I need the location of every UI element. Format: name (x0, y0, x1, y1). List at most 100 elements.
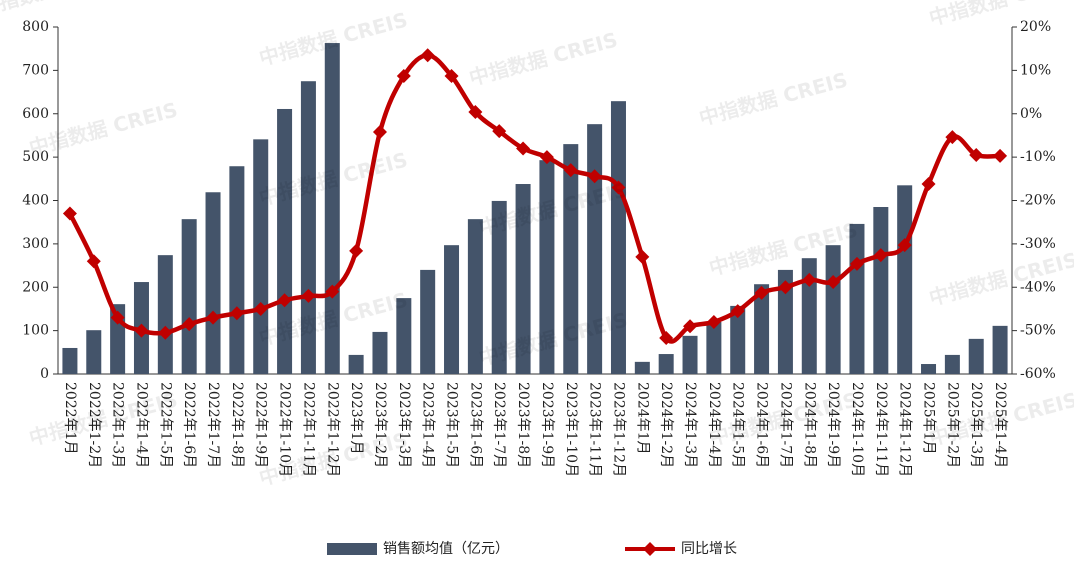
x-tick-label: 2024年1-11月 (873, 382, 889, 477)
bar (587, 124, 603, 374)
legend-swatch (327, 543, 377, 555)
x-tick-label: 2022年1月 (62, 382, 78, 455)
marker (969, 147, 984, 162)
marker (563, 163, 578, 178)
marker (229, 306, 244, 321)
legend-label: 销售额均值（亿元） (383, 541, 509, 557)
bar (730, 305, 746, 374)
marker (468, 105, 483, 120)
bar (634, 361, 650, 374)
bar (992, 325, 1008, 374)
x-tick-label: 2025年1-3月 (968, 382, 984, 468)
bar (372, 331, 388, 374)
x-tick-label: 2024年1-2月 (658, 382, 674, 468)
marker (659, 330, 674, 345)
bar (157, 255, 173, 374)
marker (730, 304, 745, 319)
x-tick-label: 2024年1-8月 (801, 382, 817, 468)
watermark: 中指数据 CREIS (467, 27, 621, 90)
x-tick-label: 2023年1-12月 (610, 382, 626, 477)
bar (205, 192, 221, 374)
marker (635, 249, 650, 264)
marker (110, 310, 125, 325)
marker (253, 301, 268, 316)
x-tick-label: 2024年1-7月 (777, 382, 793, 468)
x-tick-label: 2023年1-11月 (587, 382, 603, 477)
x-tick-label: 2022年1-12月 (324, 382, 340, 477)
bar (682, 335, 698, 374)
x-tick-label: 2022年1-7月 (205, 382, 221, 468)
marker (301, 288, 316, 303)
marker (826, 275, 841, 290)
watermark: 中指数据 CREIS (27, 387, 181, 450)
marker (539, 150, 554, 165)
bar (754, 284, 770, 374)
y2-tick-label: -50% (1020, 323, 1056, 339)
y-tick-label: 400 (22, 193, 49, 209)
marker (897, 238, 912, 253)
bar (253, 139, 269, 374)
y-tick-label: 500 (22, 149, 49, 165)
x-tick-label: 2023年1-8月 (515, 382, 531, 468)
x-tick-label: 2023年1-7月 (491, 382, 507, 468)
marker (754, 285, 769, 300)
marker (611, 180, 626, 195)
bar (444, 245, 460, 374)
bar (610, 101, 626, 374)
watermark: 中指数据 CREIS (0, 0, 130, 20)
y2-tick-label: 10% (1020, 62, 1051, 78)
marker (396, 69, 411, 84)
x-tick-label: 2022年1-2月 (86, 382, 102, 468)
bar (181, 219, 197, 374)
x-tick-label: 2025年1-2月 (944, 382, 960, 468)
marker (587, 169, 602, 184)
marker (945, 130, 960, 145)
bar (62, 347, 78, 374)
x-tick-label: 2025年1月 (921, 382, 937, 455)
x-tick-label: 2024年1-10月 (849, 382, 865, 477)
y-tick-label: 200 (22, 279, 49, 295)
y-tick-label: 800 (22, 19, 49, 35)
bar (849, 223, 865, 374)
x-tick-label: 2022年1-3月 (110, 382, 126, 468)
marker (86, 254, 101, 269)
marker (182, 317, 197, 332)
marker (420, 48, 435, 63)
marker (683, 319, 698, 334)
marker (349, 243, 364, 258)
bar (801, 258, 817, 374)
x-tick-label: 2024年1-4月 (706, 382, 722, 468)
bar (777, 269, 793, 374)
bar (944, 354, 960, 374)
marker (849, 256, 864, 271)
y-tick-label: 300 (22, 236, 49, 252)
x-tick-label: 2023年1月 (348, 382, 364, 455)
marker (277, 293, 292, 308)
y2-tick-label: 20% (1020, 19, 1051, 35)
bar (897, 185, 913, 374)
bar (277, 108, 293, 374)
marker (325, 284, 340, 299)
marker (706, 314, 721, 329)
marker (921, 177, 936, 192)
y2-tick-label: -20% (1020, 193, 1056, 209)
x-tick-label: 2022年1-8月 (229, 382, 245, 468)
bar (515, 184, 531, 374)
y-tick-label: 700 (22, 62, 49, 78)
y2-tick-label: -40% (1020, 279, 1056, 295)
x-tick-label: 2022年1-10月 (277, 382, 293, 477)
bar (563, 144, 579, 374)
x-tick-label: 2023年1-5月 (444, 382, 460, 468)
marker (206, 310, 221, 325)
watermark: 中指数据 CREIS (27, 97, 181, 160)
bar (825, 245, 841, 374)
marker (444, 69, 459, 84)
x-tick-label: 2023年1-6月 (467, 382, 483, 468)
y2-tick-label: 0% (1020, 106, 1042, 122)
watermark: 中指数据 CREIS (697, 67, 851, 130)
y-tick-label: 100 (22, 323, 49, 339)
marker (492, 124, 507, 139)
legend-label: 同比增长 (681, 541, 737, 557)
y2-tick-label: -10% (1020, 149, 1056, 165)
